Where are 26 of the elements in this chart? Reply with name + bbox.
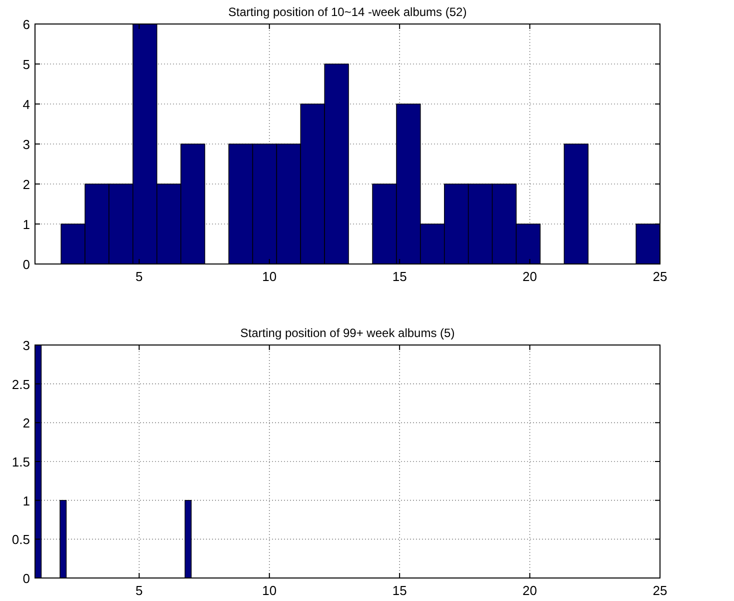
y-tick-label: 1 — [22, 217, 30, 232]
chart-title: Starting position of 10~14 -week albums (52) — [228, 5, 467, 19]
y-tick-label: 3 — [22, 338, 30, 353]
y-tick-label: 1.5 — [12, 454, 30, 470]
x-tick-label: 5 — [136, 583, 143, 598]
x-tick-label: 25 — [652, 269, 668, 284]
y-tick-label: 5 — [22, 57, 30, 72]
y-tick-label: 0.5 — [12, 532, 30, 548]
x-tick-label: 15 — [392, 583, 407, 598]
y-tick-label: 2.5 — [12, 376, 30, 392]
y-tick-label: 6 — [22, 17, 30, 32]
x-tick-label: 5 — [136, 269, 143, 284]
y-tick-label: 4 — [22, 97, 30, 112]
x-tick-label: 20 — [522, 269, 538, 284]
y-tick-label: 0 — [22, 257, 30, 272]
x-tick-label: 20 — [522, 583, 538, 598]
x-tick-label: 15 — [392, 269, 407, 284]
x-tick-label: 10 — [262, 583, 277, 598]
x-tick-label: 10 — [262, 269, 277, 284]
y-tick-label: 1 — [22, 493, 30, 508]
y-tick-label: 2 — [22, 416, 30, 431]
y-tick-label: 2 — [22, 177, 30, 192]
chart-title: Starting position of 99+ week albums (5) — [240, 326, 455, 340]
x-tick-label: 25 — [652, 583, 668, 598]
y-tick-label: 0 — [22, 571, 30, 586]
y-tick-label: 3 — [22, 137, 30, 152]
